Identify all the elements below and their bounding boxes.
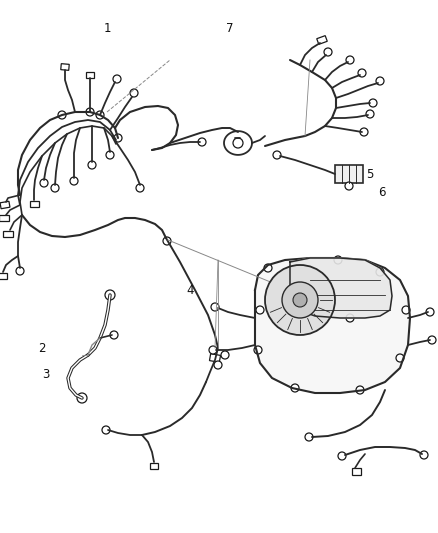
- Circle shape: [113, 75, 121, 83]
- Circle shape: [233, 138, 243, 148]
- Circle shape: [366, 110, 374, 118]
- Circle shape: [136, 184, 144, 192]
- Circle shape: [105, 290, 115, 300]
- Circle shape: [88, 161, 96, 169]
- Circle shape: [346, 314, 354, 322]
- Circle shape: [40, 179, 48, 187]
- Circle shape: [358, 69, 366, 77]
- Circle shape: [70, 177, 78, 185]
- Circle shape: [396, 354, 404, 362]
- Circle shape: [338, 452, 346, 460]
- Circle shape: [305, 433, 313, 441]
- Circle shape: [58, 111, 66, 119]
- Circle shape: [254, 346, 262, 354]
- Circle shape: [334, 256, 342, 264]
- Bar: [352, 467, 360, 474]
- Text: 5: 5: [366, 167, 374, 181]
- Circle shape: [420, 451, 428, 459]
- Text: 6: 6: [378, 185, 386, 198]
- Circle shape: [198, 138, 206, 146]
- Text: 2: 2: [38, 342, 46, 354]
- Polygon shape: [255, 258, 410, 393]
- Circle shape: [264, 264, 272, 272]
- Circle shape: [360, 128, 368, 136]
- Text: 3: 3: [42, 368, 49, 382]
- Bar: [0, 201, 10, 209]
- Circle shape: [106, 151, 114, 159]
- Bar: [317, 36, 327, 44]
- Circle shape: [211, 303, 219, 311]
- Text: 1: 1: [103, 21, 111, 35]
- Bar: [0, 273, 7, 279]
- Circle shape: [282, 282, 318, 318]
- Circle shape: [376, 268, 384, 276]
- Circle shape: [110, 331, 118, 339]
- Text: 7: 7: [226, 21, 234, 35]
- Bar: [150, 463, 158, 469]
- Bar: [0, 215, 9, 221]
- Circle shape: [426, 308, 434, 316]
- Circle shape: [214, 361, 222, 369]
- Polygon shape: [290, 258, 392, 318]
- Circle shape: [209, 346, 217, 354]
- Circle shape: [346, 56, 354, 64]
- Bar: [3, 231, 13, 237]
- Bar: [61, 63, 69, 70]
- Bar: [29, 201, 39, 207]
- Text: 4: 4: [186, 284, 194, 296]
- Circle shape: [130, 89, 138, 97]
- Circle shape: [221, 351, 229, 359]
- Circle shape: [163, 237, 171, 245]
- Circle shape: [324, 48, 332, 56]
- Circle shape: [114, 134, 122, 142]
- Circle shape: [96, 111, 104, 119]
- Bar: [209, 354, 220, 362]
- Circle shape: [256, 306, 264, 314]
- Circle shape: [356, 386, 364, 394]
- Circle shape: [291, 384, 299, 392]
- Circle shape: [428, 336, 436, 344]
- Circle shape: [402, 306, 410, 314]
- Circle shape: [102, 426, 110, 434]
- Circle shape: [293, 293, 307, 307]
- Circle shape: [86, 108, 94, 116]
- Circle shape: [265, 265, 335, 335]
- Circle shape: [51, 184, 59, 192]
- Circle shape: [16, 267, 24, 275]
- Bar: [86, 72, 94, 78]
- Circle shape: [273, 151, 281, 159]
- Circle shape: [77, 393, 87, 403]
- Bar: [335, 165, 363, 183]
- Circle shape: [369, 99, 377, 107]
- Circle shape: [345, 182, 353, 190]
- Circle shape: [376, 77, 384, 85]
